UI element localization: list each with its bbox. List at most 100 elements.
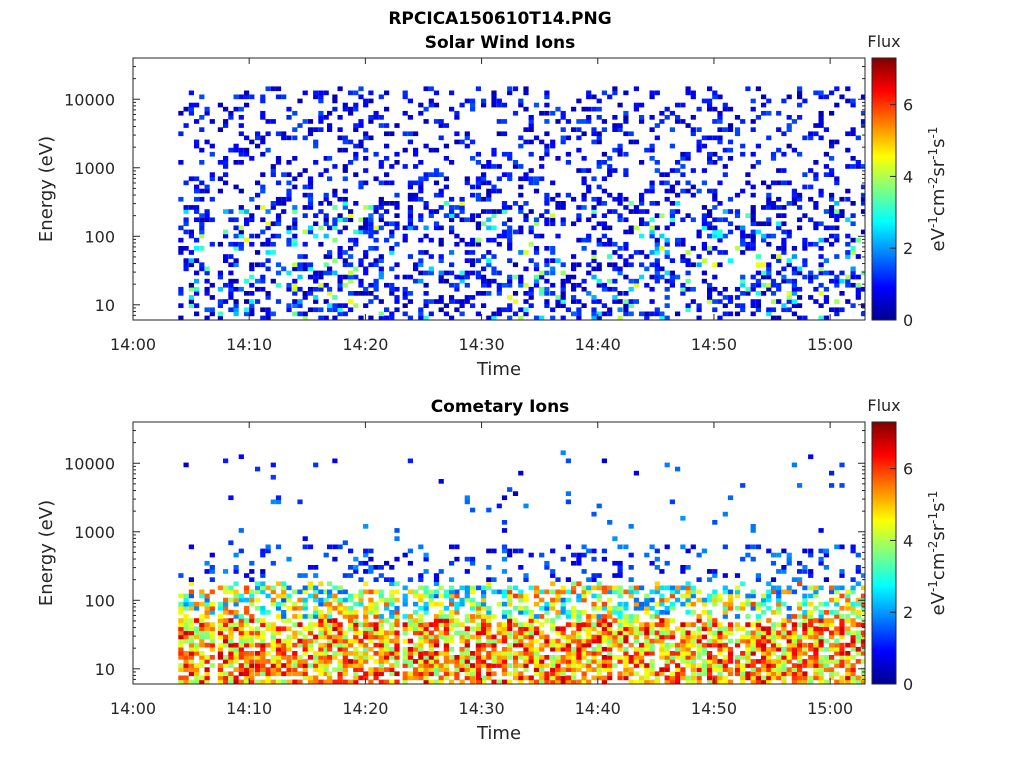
spectrogram-cell: [407, 663, 413, 668]
spectrogram-cell: [523, 651, 529, 656]
spectrogram-cell: [178, 646, 184, 652]
spectrogram-cell: [378, 94, 384, 100]
spectrogram-cell: [327, 201, 333, 206]
spectrogram-cell: [797, 270, 803, 276]
spectrogram-cell: [238, 131, 244, 137]
spectrogram-cell: [776, 299, 782, 304]
spectrogram-cell: [265, 295, 271, 300]
spectrogram-cell: [353, 123, 359, 128]
spectrogram-cell: [418, 315, 424, 320]
spectrogram-cell: [712, 106, 718, 112]
spectrogram-cell: [850, 127, 856, 132]
spectrogram-cell: [560, 282, 566, 288]
spectrogram-cell: [464, 180, 470, 186]
spectrogram-cell: [717, 622, 723, 627]
spectrogram-cell: [199, 94, 205, 100]
spectrogram-cell: [533, 585, 540, 591]
spectrogram-cell: [560, 597, 566, 603]
spectrogram-cell: [607, 520, 613, 525]
spectrogram-cell: [368, 262, 374, 268]
spectrogram-cell: [750, 192, 756, 198]
spectrogram-cell: [717, 646, 723, 652]
spectrogram-cell: [275, 642, 282, 648]
spectrogram-cell: [740, 605, 746, 611]
spectrogram-cell: [690, 589, 696, 595]
spectrogram-cell: [533, 626, 540, 632]
spectrogram-cell: [776, 569, 782, 574]
spectrogram-cell: [204, 630, 210, 636]
spectrogram-cell: [407, 274, 413, 280]
spectrogram-cell: [623, 589, 629, 595]
spectrogram-cell: [286, 237, 292, 243]
spectrogram-cell: [696, 577, 702, 582]
spectrogram-cell: [413, 622, 419, 627]
spectrogram-cell: [855, 164, 861, 169]
spectrogram-cell: [307, 544, 314, 550]
spectrogram-cell: [302, 589, 308, 595]
spectrogram-cell: [712, 233, 718, 239]
spectrogram-cell: [791, 462, 797, 468]
spectrogram-cell: [501, 593, 508, 599]
spectrogram-cell: [353, 90, 359, 96]
spectrogram-cell: [539, 589, 545, 595]
spectrogram-cell: [178, 225, 184, 231]
spectrogram-cell: [750, 184, 756, 190]
spectrogram-cell: [307, 581, 314, 587]
spectrogram-cell: [270, 659, 276, 664]
spectrogram-cell: [654, 638, 660, 644]
spectrogram-cell: [217, 127, 223, 132]
spectrogram-cell: [327, 605, 333, 611]
spectrogram-cell: [313, 139, 319, 145]
spectrogram-cell: [664, 172, 670, 177]
spectrogram-cell: [183, 679, 189, 684]
spectrogram-cell: [596, 663, 602, 668]
spectrogram-cell: [183, 601, 189, 607]
spectrogram-cell: [270, 671, 276, 677]
spectrogram-cell: [464, 217, 470, 223]
spectrogram-cell: [358, 225, 364, 231]
spectrogram-cell: [755, 634, 761, 640]
spectrogram-cell: [384, 282, 390, 288]
spectrogram-cell: [378, 258, 384, 263]
spectrogram-cell: [486, 565, 492, 570]
spectrogram-cell: [701, 246, 707, 251]
spectrogram-cell: [423, 143, 429, 149]
spectrogram-cell: [275, 638, 282, 644]
spectrogram-cell: [249, 589, 255, 595]
spectrogram-cell: [664, 663, 670, 668]
spectrogram-cell: [722, 630, 728, 636]
spectrogram-cell: [669, 168, 675, 173]
spectrogram-cell: [818, 270, 824, 276]
spectrogram-cell: [507, 548, 513, 554]
spectrogram-cell: [550, 675, 556, 681]
spectrogram-cell: [459, 237, 465, 243]
spectrogram-cell: [860, 184, 865, 190]
spectrogram-cell: [523, 573, 529, 578]
spectrogram-cell: [281, 172, 287, 177]
spectrogram-cell: [539, 139, 545, 145]
spectrogram-cell: [378, 589, 384, 595]
spectrogram-cell: [544, 192, 550, 198]
spectrogram-cell: [617, 601, 623, 607]
spectrogram-cell: [855, 634, 861, 640]
spectrogram-cell: [607, 589, 613, 595]
spectrogram-cell: [860, 110, 865, 116]
spectrogram-cell: [654, 311, 660, 317]
spectrogram-cell: [209, 626, 215, 632]
spectrogram-cell: [438, 188, 444, 194]
spectrogram-cell: [834, 671, 840, 677]
spectrogram-cell: [238, 147, 244, 153]
x-tick-label: 14:10: [226, 699, 272, 718]
spectrogram-cell: [528, 655, 534, 660]
spectrogram-cell: [270, 278, 276, 284]
spectrogram-cell: [745, 671, 751, 677]
spectrogram-cell: [644, 593, 650, 599]
spectrogram-cell: [323, 630, 329, 636]
spectrogram-cell: [384, 659, 390, 664]
spectrogram-cell: [555, 258, 561, 263]
spectrogram-cell: [178, 605, 184, 611]
spectrogram-cell: [332, 622, 338, 627]
spectrogram-cell: [428, 311, 434, 317]
spectrogram-cell: [712, 274, 718, 280]
spectrogram-cell: [512, 642, 519, 648]
